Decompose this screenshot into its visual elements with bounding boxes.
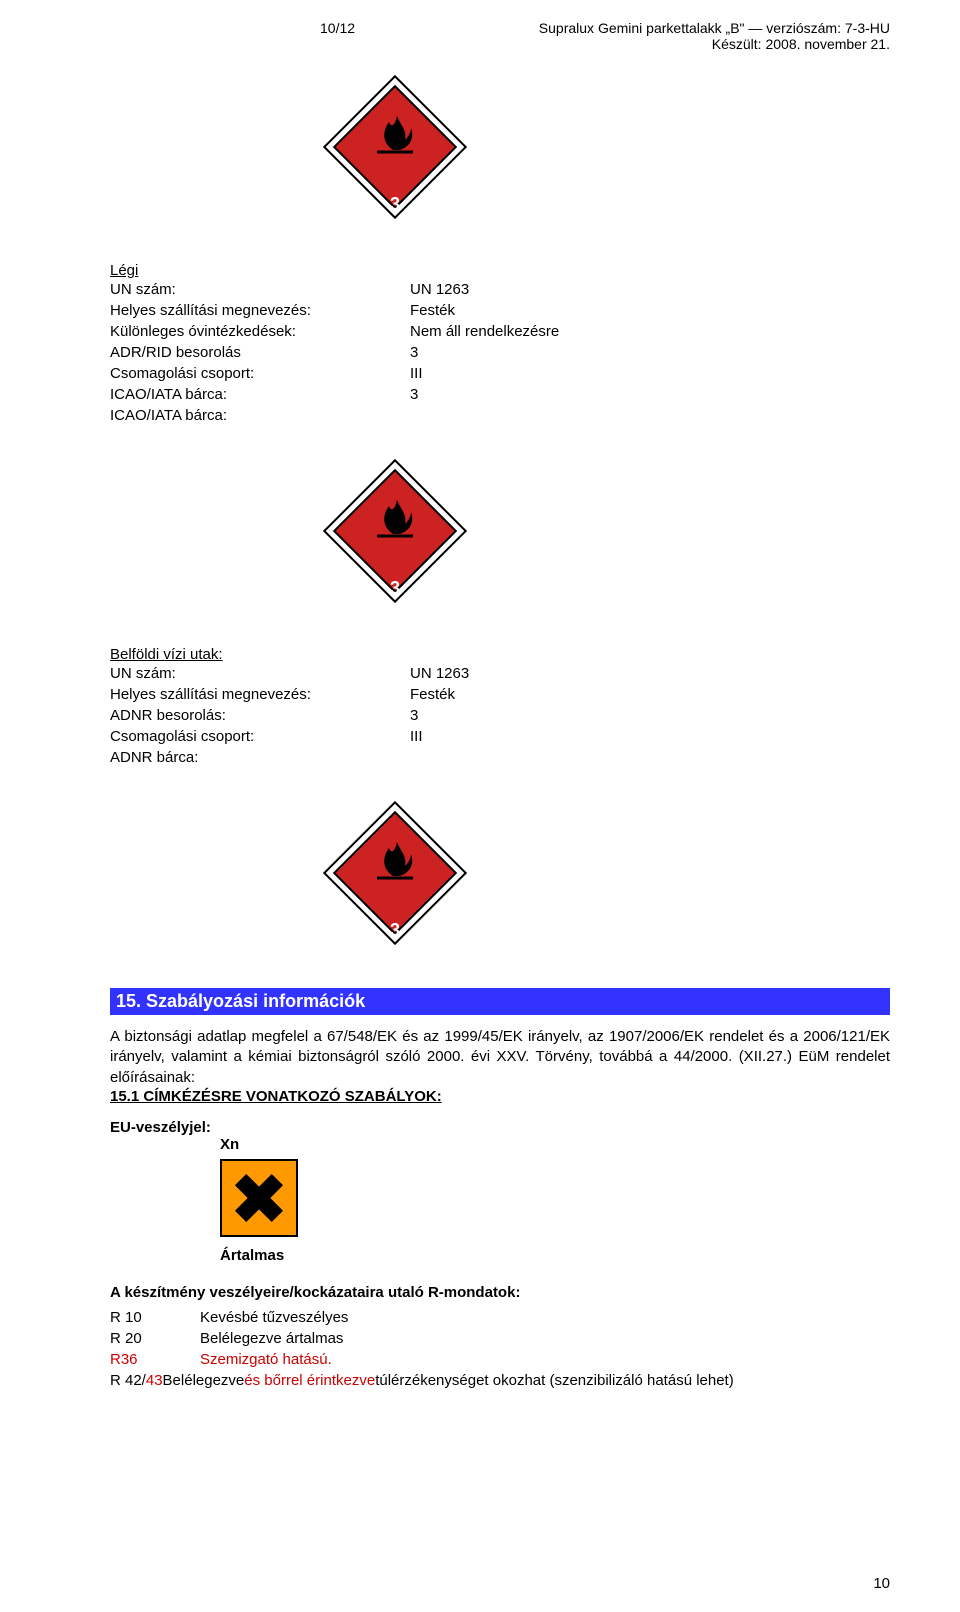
belfoldi-value-2: 3 bbox=[410, 705, 418, 726]
section-15-para: A biztonsági adatlap megfelel a 67/548/E… bbox=[110, 1027, 890, 1088]
harmful-icon bbox=[220, 1159, 298, 1237]
artalmas-label: Ártalmas bbox=[220, 1247, 890, 1264]
svg-text:3: 3 bbox=[390, 578, 400, 598]
xn-code: Xn bbox=[220, 1136, 890, 1153]
eu-hazard-label: EU-veszélyjel: bbox=[110, 1119, 890, 1136]
legi-label-1: Helyes szállítási megnevezés: bbox=[110, 300, 410, 321]
legi-value-3: 3 bbox=[410, 342, 418, 363]
belfoldi-label-4: ADNR bárca: bbox=[110, 747, 410, 768]
belfoldi-value-1: Festék bbox=[410, 684, 455, 705]
hazard-class-number: 3 bbox=[390, 194, 400, 214]
section-15-rule-title: 15.1 CÍMKÉZÉSRE VONATKOZÓ SZABÁLYOK: bbox=[110, 1088, 890, 1105]
r42-red: és bőrrel érintkezve bbox=[244, 1370, 375, 1391]
belfoldi-value-3: III bbox=[410, 726, 423, 747]
hazard-diamond-1: 3 bbox=[310, 62, 480, 232]
legi-label-6: ICAO/IATA bárca: bbox=[110, 405, 410, 426]
svg-text:3: 3 bbox=[390, 920, 400, 940]
page-number: 10 bbox=[873, 1575, 890, 1592]
r-phrases-list: R 10Kevésbé tűzveszélyes R 20Belélegezve… bbox=[110, 1307, 890, 1391]
document-header: 10/12 Supralux Gemini parkettalakk „B" —… bbox=[110, 20, 890, 52]
header-line1: Supralux Gemini parkettalakk „B" — verzi… bbox=[415, 20, 890, 36]
belfoldi-label-2: ADNR besorolás: bbox=[110, 705, 410, 726]
legi-label-2: Különleges óvintézkedések: bbox=[110, 321, 410, 342]
r-text-1: Belélegezve ártalmas bbox=[200, 1328, 343, 1349]
belfoldi-heading: Belföldi vízi utak: bbox=[110, 646, 890, 663]
header-line2: Készült: 2008. november 21. bbox=[415, 36, 890, 52]
belfoldi-label-3: Csomagolási csoport: bbox=[110, 726, 410, 747]
hazard-diamond-2: 3 bbox=[310, 446, 480, 616]
r-text-0: Kevésbé tűzveszélyes bbox=[200, 1307, 348, 1328]
hazard-diamond-3: 3 bbox=[310, 788, 480, 958]
section-15-title: 15. Szabályozási információk bbox=[110, 988, 890, 1015]
legi-label-0: UN szám: bbox=[110, 279, 410, 300]
header-title: Supralux Gemini parkettalakk „B" — verzi… bbox=[415, 20, 890, 52]
legi-value-1: Festék bbox=[410, 300, 455, 321]
r42-code: R 42/ bbox=[110, 1370, 146, 1391]
legi-label-5: ICAO/IATA bárca: bbox=[110, 384, 410, 405]
r43-code: 43 bbox=[146, 1370, 163, 1391]
legi-value-4: III bbox=[410, 363, 423, 384]
r-row-42-43: R 42/43 Belélegezve és bőrrel érintkezve… bbox=[110, 1370, 890, 1391]
r-code-1: R 20 bbox=[110, 1328, 200, 1349]
r-phrases-heading: A készítmény veszélyeire/kockázataira ut… bbox=[110, 1284, 890, 1301]
legi-value-0: UN 1263 bbox=[410, 279, 469, 300]
belfoldi-label-0: UN szám: bbox=[110, 663, 410, 684]
xn-symbol-block: Xn bbox=[220, 1136, 890, 1237]
belfoldi-label-1: Helyes szállítási megnevezés: bbox=[110, 684, 410, 705]
legi-value-5: 3 bbox=[410, 384, 418, 405]
r-code-2: R36 bbox=[110, 1349, 200, 1370]
page-ref: 10/12 bbox=[320, 20, 355, 52]
r-code-0: R 10 bbox=[110, 1307, 200, 1328]
r42-prefix: Belélegezve bbox=[163, 1370, 245, 1391]
belfoldi-block: Belföldi vízi utak: UN szám:UN 1263 Hely… bbox=[110, 646, 890, 768]
r-text-2: Szemizgató hatású. bbox=[200, 1349, 332, 1370]
legi-value-2: Nem áll rendelkezésre bbox=[410, 321, 559, 342]
legi-label-3: ADR/RID besorolás bbox=[110, 342, 410, 363]
r42-suffix: túlérzékenységet okozhat (szenzibilizáló… bbox=[375, 1370, 734, 1391]
legi-label-4: Csomagolási csoport: bbox=[110, 363, 410, 384]
legi-heading: Légi bbox=[110, 262, 890, 279]
legi-block: Légi UN szám:UN 1263 Helyes szállítási m… bbox=[110, 262, 890, 426]
belfoldi-value-0: UN 1263 bbox=[410, 663, 469, 684]
